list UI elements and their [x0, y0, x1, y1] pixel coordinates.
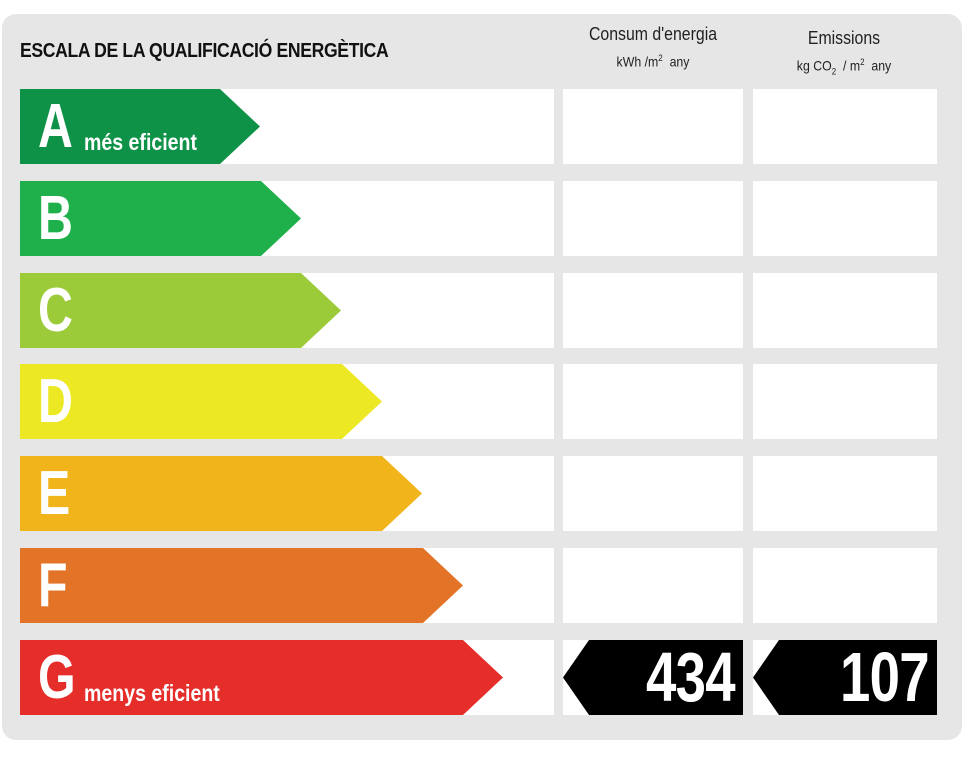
value-marker-shape [753, 640, 937, 715]
consum-label: Consum d'energia [588, 24, 718, 44]
emissions-value: 107 [840, 638, 930, 716]
grade-letter: G [38, 643, 76, 712]
grade-arrow-c [20, 273, 341, 348]
scale-title: ESCALA DE LA QUALIFICACIÓ ENERGÈTICA [20, 40, 389, 62]
emissions-value-marker: 107 [753, 640, 937, 715]
grade-arrow-b [20, 181, 301, 256]
grade-letter: A [38, 92, 73, 161]
emissions-cell [753, 364, 937, 439]
emissions-unit: kg CO2 / m2 any [796, 57, 892, 77]
emissions-cell [753, 89, 937, 164]
grade-arrow-a [20, 89, 260, 164]
emissions-cell [753, 181, 937, 256]
emissions-column-header: Emissions kg CO2 / m2 any [752, 28, 936, 76]
consum-cell [563, 89, 743, 164]
grade-arrow-e [20, 456, 422, 531]
grade-letter: D [38, 367, 73, 436]
grade-letter: B [38, 184, 73, 253]
grade-efficiency-label: més eficient [84, 129, 198, 155]
consum-cell [563, 181, 743, 256]
consum-cell [563, 364, 743, 439]
grade-arrow-d [20, 364, 382, 439]
consum-value: 434 [646, 638, 736, 716]
grade-arrow-g [20, 640, 503, 715]
grade-letter: F [38, 551, 68, 620]
emissions-cell [753, 548, 937, 623]
consum-value-marker: 434 [563, 640, 743, 715]
consum-cell [563, 456, 743, 531]
consum-unit: kWh /m2 any [616, 53, 690, 70]
grade-letter: C [38, 276, 73, 345]
grade-arrow-f [20, 548, 463, 623]
grade-letter: E [38, 459, 71, 528]
consum-column-header: Consum d'energia kWh /m2 any [563, 24, 743, 70]
value-marker-shape [563, 640, 743, 715]
consum-cell [563, 273, 743, 348]
emissions-cell [753, 273, 937, 348]
consum-cell [563, 548, 743, 623]
emissions-label: Emissions [807, 28, 881, 48]
grade-efficiency-label: menys eficient [84, 680, 220, 706]
emissions-cell [753, 456, 937, 531]
